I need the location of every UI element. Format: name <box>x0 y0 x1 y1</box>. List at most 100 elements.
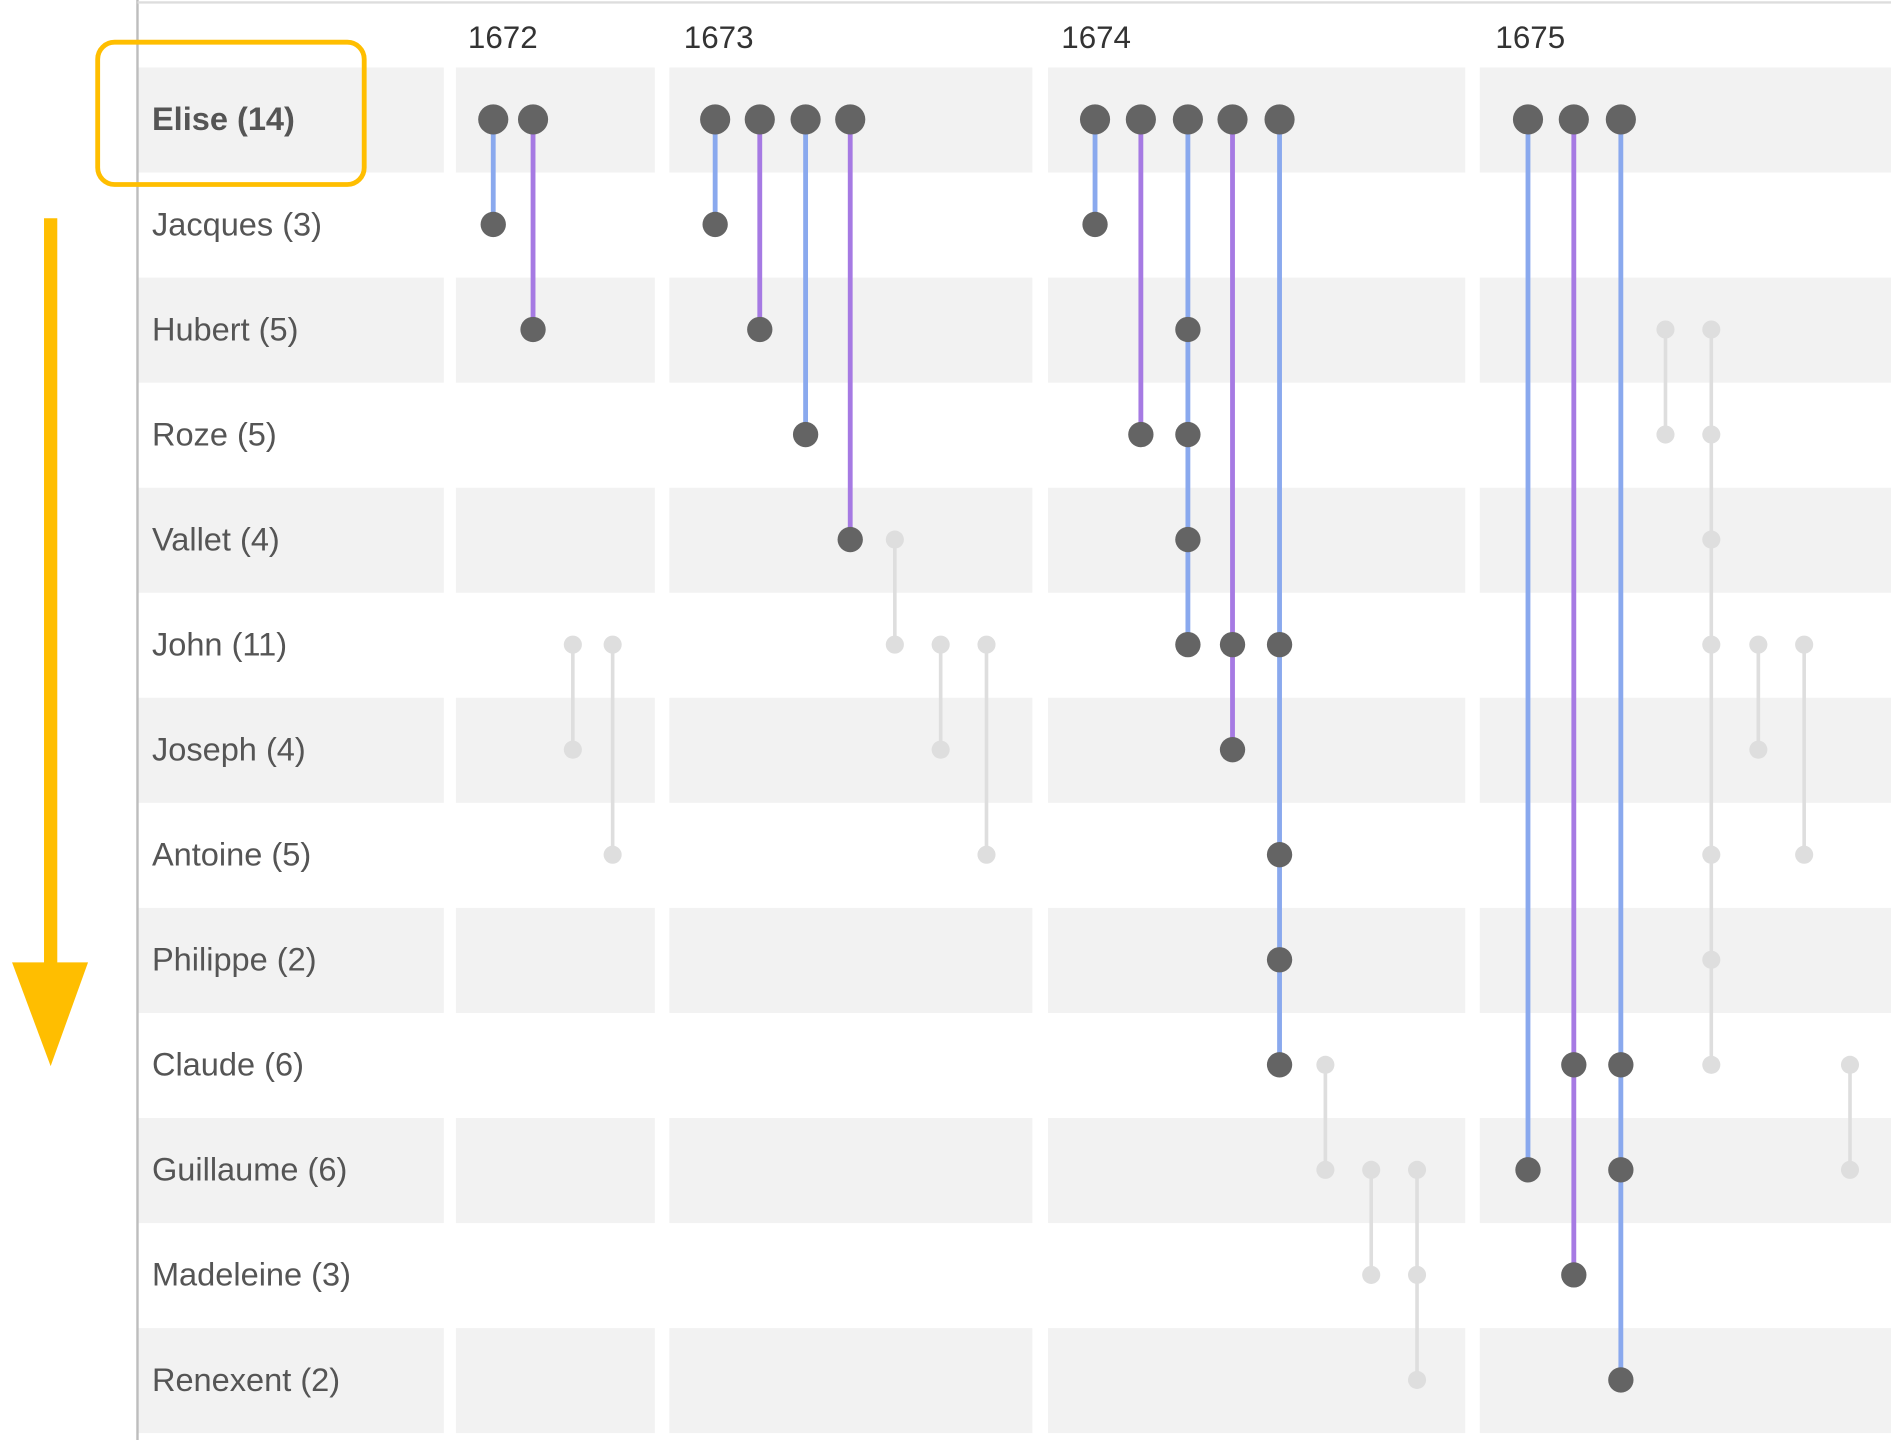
node-joseph[interactable] <box>1749 740 1768 759</box>
person-label-john[interactable]: John (11) <box>152 626 287 662</box>
node-hubert[interactable] <box>1702 320 1721 339</box>
link-1672-faded[interactable] <box>603 635 622 864</box>
node-joseph[interactable] <box>931 740 950 759</box>
node-madeleine[interactable] <box>1561 1262 1587 1288</box>
person-label-philippe[interactable]: Philippe (2) <box>152 942 317 978</box>
node-antoine[interactable] <box>977 845 996 864</box>
link-1673-faded[interactable] <box>931 635 950 759</box>
node-elise[interactable] <box>1125 104 1156 135</box>
link-1674-blue[interactable] <box>1264 104 1295 1078</box>
node-elise[interactable] <box>1605 104 1636 135</box>
person-label-hubert[interactable]: Hubert (5) <box>152 311 299 347</box>
link-1675-faded[interactable] <box>1840 1055 1860 1179</box>
node-john[interactable] <box>977 635 996 654</box>
node-elise[interactable] <box>478 104 509 135</box>
node-antoine[interactable] <box>1702 845 1721 864</box>
node-elise[interactable] <box>744 104 775 135</box>
node-guillaume[interactable] <box>1840 1160 1860 1179</box>
node-joseph[interactable] <box>1219 737 1246 763</box>
node-elise[interactable] <box>700 104 731 135</box>
link-1675-blue[interactable] <box>1512 104 1544 1183</box>
node-john[interactable] <box>1702 635 1721 654</box>
node-guillaume[interactable] <box>1316 1160 1335 1179</box>
node-renexent[interactable] <box>1608 1367 1634 1393</box>
link-1673-blue[interactable] <box>790 104 821 448</box>
node-elise[interactable] <box>1217 104 1248 135</box>
node-john[interactable] <box>1219 631 1246 658</box>
link-1674-faded[interactable] <box>1362 1160 1381 1284</box>
node-elise[interactable] <box>1172 104 1203 135</box>
link-1674-blue[interactable] <box>1079 104 1111 238</box>
node-madeleine[interactable] <box>1407 1265 1427 1284</box>
link-1675-purple[interactable] <box>1558 104 1589 1288</box>
node-joseph[interactable] <box>563 740 582 759</box>
node-antoine[interactable] <box>1266 842 1293 868</box>
node-claude[interactable] <box>1561 1052 1587 1078</box>
link-1674-faded[interactable] <box>1316 1055 1335 1179</box>
node-john[interactable] <box>603 635 622 654</box>
link-1675-faded[interactable] <box>1749 635 1768 759</box>
node-claude[interactable] <box>1702 1055 1721 1074</box>
link-1674-purple[interactable] <box>1125 104 1156 448</box>
link-1672-purple[interactable] <box>517 104 549 343</box>
node-roze[interactable] <box>792 421 819 448</box>
node-john[interactable] <box>1175 631 1201 658</box>
node-antoine[interactable] <box>603 845 622 864</box>
node-hubert[interactable] <box>747 316 773 343</box>
person-label-elise[interactable]: Elise (14) <box>152 101 295 137</box>
link-1673-faded[interactable] <box>977 635 996 864</box>
link-1675-faded[interactable] <box>1656 320 1675 444</box>
node-antoine[interactable] <box>1795 845 1814 864</box>
node-john[interactable] <box>1795 635 1814 654</box>
node-guillaume[interactable] <box>1608 1157 1634 1183</box>
link-1673-purple[interactable] <box>744 104 775 343</box>
node-jacques[interactable] <box>480 211 506 238</box>
node-elise[interactable] <box>1079 104 1111 135</box>
node-claude[interactable] <box>1840 1055 1860 1074</box>
person-label-joseph[interactable]: Joseph (4) <box>152 732 306 768</box>
person-label-roze[interactable]: Roze (5) <box>152 416 277 452</box>
node-claude[interactable] <box>1316 1055 1335 1074</box>
node-jacques[interactable] <box>702 211 728 238</box>
node-philippe[interactable] <box>1702 950 1721 969</box>
node-john[interactable] <box>1749 635 1768 654</box>
node-hubert[interactable] <box>520 316 546 343</box>
link-1674-blue[interactable] <box>1172 104 1203 658</box>
node-elise[interactable] <box>1264 104 1295 135</box>
node-vallet[interactable] <box>1175 526 1201 553</box>
link-1674-purple[interactable] <box>1217 104 1248 763</box>
node-elise[interactable] <box>517 104 549 135</box>
node-vallet[interactable] <box>837 526 863 553</box>
node-vallet[interactable] <box>885 530 904 549</box>
node-guillaume[interactable] <box>1515 1157 1541 1183</box>
link-1675-faded[interactable] <box>1795 635 1814 864</box>
node-guillaume[interactable] <box>1407 1160 1427 1179</box>
link-1675-faded[interactable] <box>1702 320 1721 1074</box>
node-jacques[interactable] <box>1082 211 1108 238</box>
node-guillaume[interactable] <box>1362 1160 1381 1179</box>
node-elise[interactable] <box>1558 104 1589 135</box>
node-roze[interactable] <box>1702 425 1721 444</box>
link-1673-purple[interactable] <box>835 104 866 553</box>
person-label-antoine[interactable]: Antoine (5) <box>152 837 311 873</box>
node-claude[interactable] <box>1608 1052 1634 1078</box>
node-madeleine[interactable] <box>1362 1265 1381 1284</box>
node-roze[interactable] <box>1128 421 1154 448</box>
node-hubert[interactable] <box>1656 320 1675 339</box>
link-1673-blue[interactable] <box>700 104 731 238</box>
node-claude[interactable] <box>1266 1052 1293 1078</box>
node-roze[interactable] <box>1175 421 1201 448</box>
person-label-vallet[interactable]: Vallet (4) <box>152 521 280 557</box>
node-elise[interactable] <box>790 104 821 135</box>
person-label-jacques[interactable]: Jacques (3) <box>152 206 322 242</box>
person-label-claude[interactable]: Claude (6) <box>152 1047 304 1083</box>
link-1675-blue[interactable] <box>1605 104 1636 1393</box>
node-renexent[interactable] <box>1407 1370 1427 1389</box>
node-roze[interactable] <box>1656 425 1675 444</box>
link-1672-blue[interactable] <box>478 104 509 238</box>
node-john[interactable] <box>931 635 950 654</box>
node-elise[interactable] <box>835 104 866 135</box>
person-label-renexent[interactable]: Renexent (2) <box>152 1362 340 1398</box>
node-vallet[interactable] <box>1702 530 1721 549</box>
node-philippe[interactable] <box>1266 947 1293 973</box>
